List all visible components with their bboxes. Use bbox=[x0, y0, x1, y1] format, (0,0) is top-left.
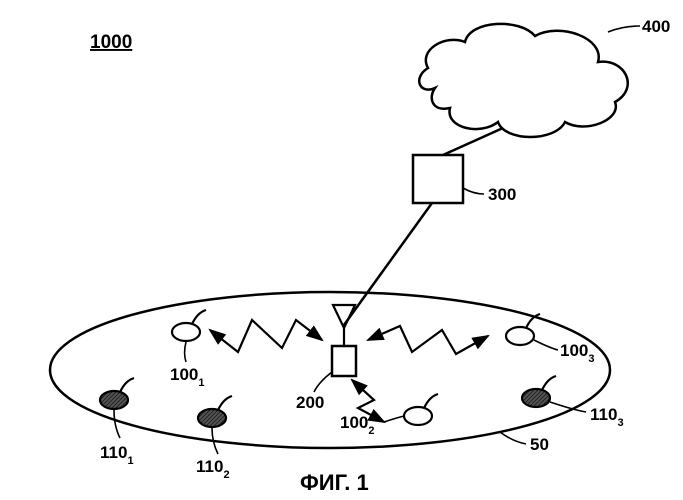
link-box-bs bbox=[344, 203, 432, 325]
terminal-open-1 bbox=[172, 310, 206, 341]
figure-caption: ФИГ. 1 bbox=[300, 470, 369, 495]
cloud-icon bbox=[419, 24, 628, 137]
figure-svg: 1000 400 300 50 200 bbox=[0, 0, 683, 500]
label-100-1: 1001 bbox=[170, 365, 205, 389]
label-100-3: 1003 bbox=[560, 341, 595, 365]
signal-3 bbox=[368, 326, 488, 354]
label-300: 300 bbox=[488, 185, 516, 204]
label-200: 200 bbox=[296, 393, 324, 412]
leader-100-3 bbox=[534, 340, 558, 350]
signal-1 bbox=[210, 320, 322, 352]
leader-400 bbox=[608, 26, 640, 32]
leader-100-1 bbox=[185, 342, 187, 362]
box-300 bbox=[413, 155, 463, 203]
link-cloud-box bbox=[443, 128, 503, 155]
leader-110-1 bbox=[114, 410, 120, 438]
cell-ellipse bbox=[50, 292, 610, 448]
base-station-icon bbox=[332, 305, 356, 376]
leader-300 bbox=[463, 188, 484, 194]
label-400: 400 bbox=[642, 17, 670, 36]
leader-100-2 bbox=[384, 416, 404, 422]
label-50: 50 bbox=[530, 435, 549, 454]
figure-ref: 1000 bbox=[90, 32, 132, 53]
label-100-2: 1002 bbox=[340, 413, 375, 437]
label-110-3: 1103 bbox=[590, 405, 624, 429]
label-110-1: 1101 bbox=[100, 443, 134, 467]
leader-50 bbox=[500, 432, 526, 444]
terminal-open-2 bbox=[404, 394, 438, 425]
leader-200 bbox=[314, 372, 332, 392]
terminal-dark-2 bbox=[198, 396, 232, 427]
terminal-dark-1 bbox=[100, 378, 134, 409]
label-110-2: 1102 bbox=[196, 457, 230, 481]
